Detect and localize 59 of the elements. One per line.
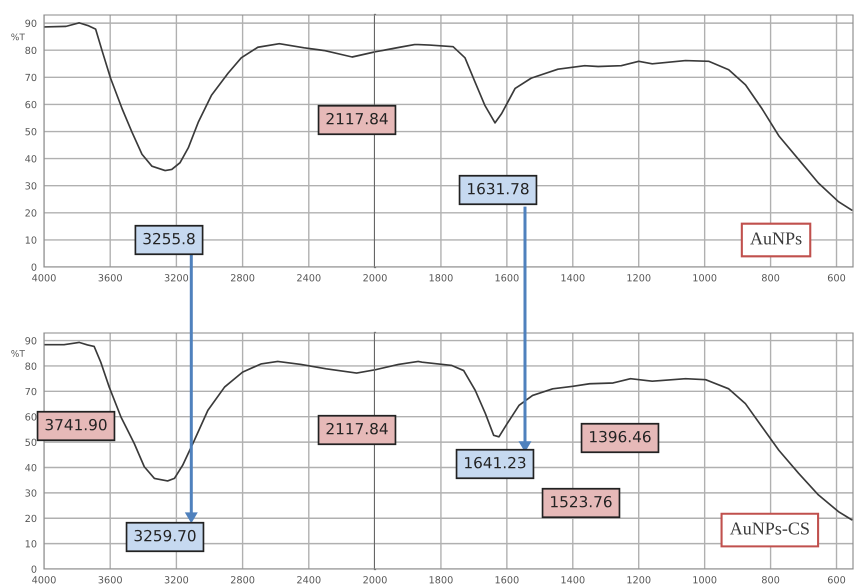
x-tick-label: 2000 — [363, 576, 387, 584]
y-tick-label: 10 — [26, 236, 36, 244]
x-tick-label: 3200 — [164, 274, 188, 282]
annotation: 3259.70 — [134, 530, 196, 542]
x-tick-label: 2000 — [363, 274, 387, 282]
x-tick-label: 1000 — [693, 274, 716, 282]
y-tick-label: 40 — [25, 464, 36, 472]
x-tick-label: 1600 — [496, 274, 519, 282]
x-tick-label: 4000 — [32, 576, 56, 584]
x-tick-label: 600 — [828, 274, 846, 282]
x-tick-label: 1800 — [430, 274, 453, 282]
y-tick-label: 70 — [25, 388, 36, 396]
x-tick-label: 1400 — [561, 576, 585, 584]
annotation: 1641.23 — [465, 456, 526, 468]
y-tick-label: 90 — [25, 337, 36, 344]
y-tick-label: 50 — [25, 438, 36, 446]
x-tick-label: 1200 — [627, 576, 650, 584]
y-tick-label: 20 — [25, 209, 36, 217]
y-tick-label: 90 — [25, 20, 36, 27]
y-tick-label: 20 — [25, 514, 36, 522]
annotation: 1631.78 — [468, 182, 529, 194]
annotation: 1523.76 — [551, 496, 612, 508]
x-tick-label: 1600 — [496, 576, 519, 584]
x-tick-label: 1200 — [627, 274, 650, 282]
y-tick-label: 40 — [25, 155, 36, 162]
annotation: 2117.84 — [326, 112, 388, 124]
x-tick-label: 800 — [762, 576, 780, 584]
y-tick-label: 10 — [26, 540, 36, 548]
y-tick-label: 30 — [25, 182, 36, 190]
y-tick-label: 50 — [25, 128, 36, 136]
x-tick-label: 3600 — [98, 274, 122, 282]
annotation: 2117.84 — [326, 422, 388, 434]
x-tick-label: 1800 — [430, 576, 453, 584]
x-tick-label: 2800 — [230, 576, 254, 584]
x-tick-label: 3600 — [98, 576, 122, 584]
y-axis-title: %T — [11, 33, 25, 40]
y-tick-label: 0 — [32, 263, 36, 271]
y-axis-title: %T — [11, 350, 25, 357]
x-tick-label: 2400 — [297, 274, 321, 282]
x-tick-label: 800 — [762, 274, 780, 282]
text: AuNPs — [750, 232, 802, 245]
series-label: AuNPs-CS — [730, 522, 809, 535]
y-tick-label: 30 — [25, 489, 36, 497]
x-tick-label: 1400 — [561, 274, 585, 282]
x-tick-label: 2800 — [230, 274, 254, 282]
y-tick-label: 0 — [32, 565, 36, 573]
annotation: 3741.90 — [46, 418, 107, 430]
x-tick-label: 4000 — [32, 274, 56, 282]
x-tick-label: 600 — [828, 576, 846, 584]
y-tick-label: 80 — [25, 362, 36, 370]
annotation: 3255.8 — [143, 232, 195, 244]
annotation: 1396.46 — [590, 430, 651, 442]
y-tick-label: 80 — [25, 46, 36, 54]
x-tick-label: 1000 — [693, 576, 716, 584]
y-tick-label: 70 — [25, 74, 36, 82]
y-tick-label: 60 — [25, 413, 36, 421]
x-tick-label: 3200 — [164, 576, 188, 584]
x-tick-label: 2400 — [297, 576, 321, 584]
y-tick-label: 60 — [25, 100, 36, 108]
